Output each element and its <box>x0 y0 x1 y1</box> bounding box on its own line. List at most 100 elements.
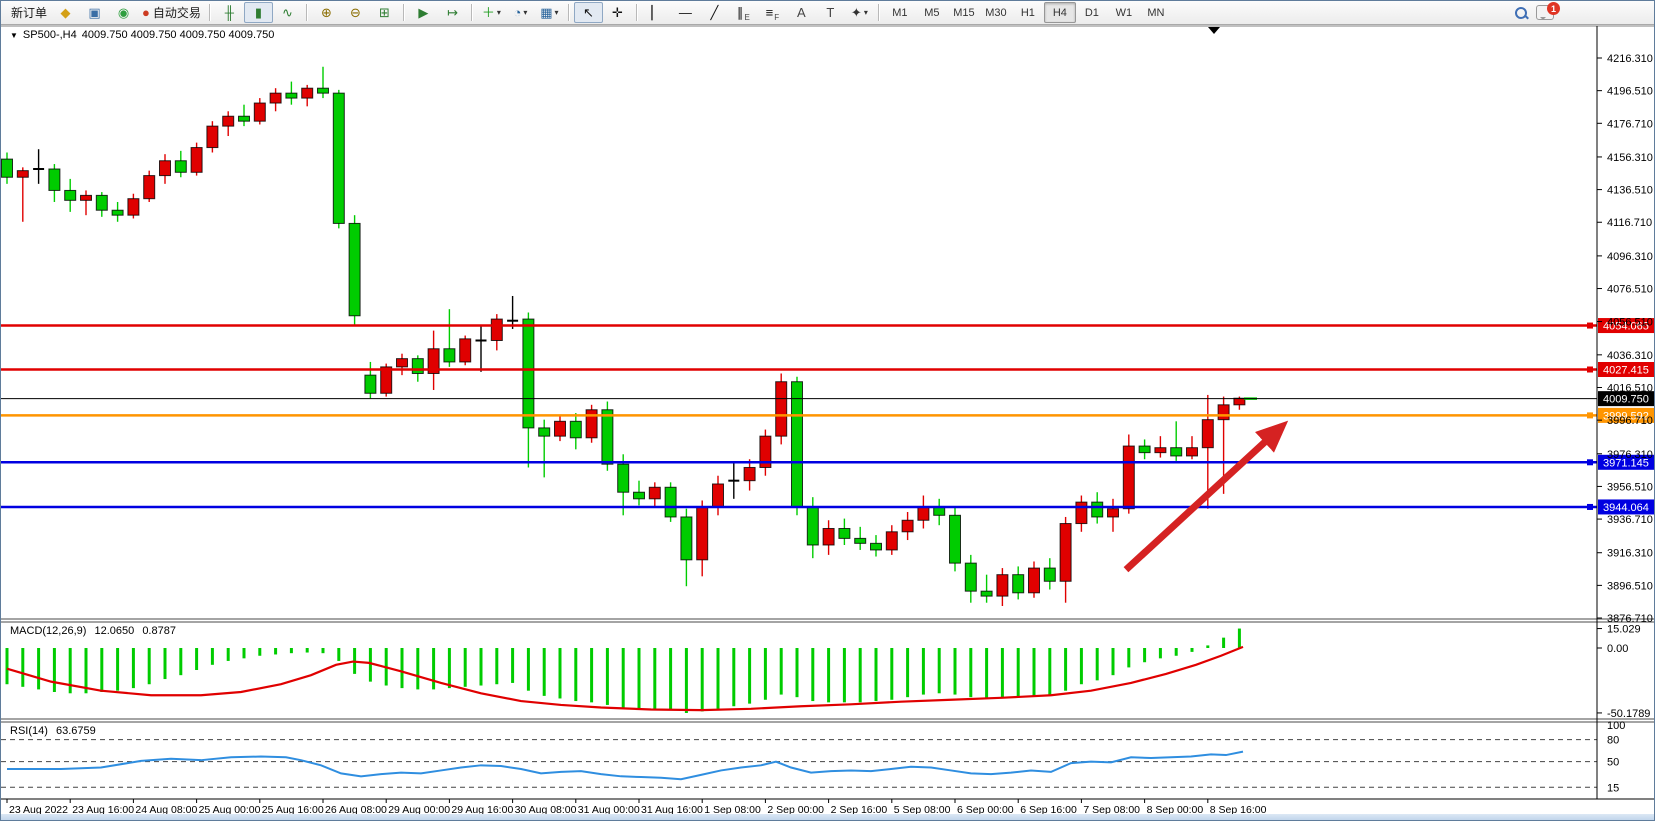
template-icon[interactable]: ▦ ▾ <box>540 5 559 20</box>
svg-text:4096.310: 4096.310 <box>1607 251 1653 263</box>
toolbar-separator <box>877 4 880 21</box>
macd-title: MACD(12,26,9) <box>10 625 87 637</box>
toolbar-separator <box>470 4 473 21</box>
timeframe-m30-button[interactable]: M30 <box>985 6 1007 19</box>
svg-text:50: 50 <box>1607 757 1619 769</box>
zoom-in-icon[interactable]: ⊕ <box>320 5 332 20</box>
text-icon[interactable]: A <box>797 5 806 20</box>
new-order-button[interactable]: 新订单 <box>11 6 48 20</box>
svg-text:29 Aug 00:00: 29 Aug 00:00 <box>388 804 450 816</box>
svg-text:3896.510: 3896.510 <box>1607 580 1653 592</box>
toolbar-separator <box>402 4 405 21</box>
arrows-icon[interactable]: ✦ ▾ <box>850 5 868 20</box>
new-chart-icon[interactable]: ＋ ▾ <box>481 5 501 20</box>
top-layer <box>1123 27 1289 573</box>
timeframe-m5-button[interactable]: M5 <box>924 6 940 19</box>
svg-text:8 Sep 16:00: 8 Sep 16:00 <box>1210 804 1267 816</box>
timeframe-h1-button[interactable]: H1 <box>1020 6 1035 19</box>
svg-text:3916.310: 3916.310 <box>1607 548 1653 560</box>
symbol-ohlc: 4009.750 4009.750 4009.750 4009.750 <box>81 29 275 41</box>
svg-text:6 Sep 16:00: 6 Sep 16:00 <box>1020 804 1077 816</box>
zoom-out-icon[interactable]: ⊖ <box>349 5 361 20</box>
macd-signal-value: 0.8787 <box>142 625 176 637</box>
svg-text:3976.310: 3976.310 <box>1607 449 1653 461</box>
svg-text:30 Aug 08:00: 30 Aug 08:00 <box>515 804 577 816</box>
chevron-down-icon: ▾ <box>554 8 559 17</box>
chart-shift-icon[interactable]: ↦ <box>446 5 458 20</box>
svg-text:3876.710: 3876.710 <box>1607 613 1653 625</box>
svg-text:8 Sep 00:00: 8 Sep 00:00 <box>1147 804 1204 816</box>
svg-text:7 Sep 08:00: 7 Sep 08:00 <box>1083 804 1140 816</box>
rsi-value: 63.6759 <box>55 725 96 737</box>
svg-text:4056.510: 4056.510 <box>1607 317 1653 329</box>
ind-layer <box>1 628 1597 788</box>
equidistant-channel-icon[interactable]: ∥ E <box>736 5 750 22</box>
svg-text:4054.065: 4054.065 <box>1603 321 1649 333</box>
market-watch-icon[interactable]: ▣ <box>88 5 101 20</box>
svg-text:4027.415: 4027.415 <box>1603 365 1649 377</box>
cursor-icon[interactable]: ↖ <box>573 2 603 23</box>
trend-arrow <box>1123 420 1289 573</box>
period-clock-icon[interactable]: ◔ ▾ <box>513 5 528 20</box>
svg-text:4136.510: 4136.510 <box>1607 185 1653 197</box>
rsi-label: RSI(14) 63.6759 <box>10 725 96 737</box>
axis-layer: 4216.310 4196.510 4176.710 4156.310 4136.510… <box>1 25 1654 816</box>
candlestick-chart-icon[interactable]: ▮ <box>243 2 273 23</box>
svg-text:31 Aug 00:00: 31 Aug 00:00 <box>578 804 640 816</box>
svg-text:15.029: 15.029 <box>1607 624 1641 636</box>
svg-text:4009.750: 4009.750 <box>1603 394 1649 406</box>
ticket-icon[interactable]: ◆ <box>60 5 71 20</box>
signals-icon[interactable]: ◉ <box>117 5 130 20</box>
timeframe-mn-button[interactable]: MN <box>1147 6 1165 19</box>
timeframe-w1-button[interactable]: W1 <box>1115 6 1133 19</box>
line-chart-icon[interactable]: ∿ <box>281 5 293 20</box>
svg-text:24 Aug 08:00: 24 Aug 08:00 <box>135 804 197 816</box>
svg-text:31 Aug 16:00: 31 Aug 16:00 <box>641 804 703 816</box>
svg-text:3936.710: 3936.710 <box>1607 514 1653 526</box>
tile-windows-icon[interactable]: ⊞ <box>378 5 390 20</box>
timeframe-m1-button[interactable]: M1 <box>892 6 908 19</box>
chart-shift-marker <box>1208 27 1220 34</box>
auto-trading-button[interactable]: ● 自动交易 <box>142 5 201 20</box>
svg-text:4156.310: 4156.310 <box>1607 152 1653 164</box>
collapse-chart-icon[interactable]: ▼ <box>10 30 18 40</box>
svg-text:29 Aug 16:00: 29 Aug 16:00 <box>451 804 513 816</box>
crosshair-icon[interactable]: ✛ <box>611 5 623 20</box>
svg-text:4176.710: 4176.710 <box>1607 118 1653 130</box>
svg-text:-50.1789: -50.1789 <box>1607 708 1650 720</box>
symbol-label[interactable]: ▼ SP500-,H4 4009.750 4009.750 4009.750 4… <box>10 29 274 41</box>
svg-text:2 Sep 00:00: 2 Sep 00:00 <box>767 804 824 816</box>
chevron-down-icon: ▾ <box>523 8 528 17</box>
chevron-down-icon: ▾ <box>863 8 868 17</box>
svg-text:4016.510: 4016.510 <box>1607 382 1653 394</box>
chart-window: 4054.065 4027.415 4009.750 3999.592 3971.145… <box>1 24 1655 821</box>
svg-text:3956.510: 3956.510 <box>1607 481 1653 493</box>
timeframe-m15-button[interactable]: M15 <box>953 6 975 19</box>
timeframe-d1-button[interactable]: D1 <box>1084 6 1099 19</box>
search-icon[interactable] <box>1514 6 1528 20</box>
svg-text:25 Aug 00:00: 25 Aug 00:00 <box>199 804 261 816</box>
bar-chart-icon[interactable]: ╫ <box>224 5 234 20</box>
trendline-icon[interactable]: ╱ <box>710 5 719 20</box>
macd-label: MACD(12,26,9) 12.0650 0.8787 <box>10 625 176 637</box>
text-label-icon[interactable]: T <box>826 5 835 20</box>
fibonacci-icon[interactable]: ≡ F <box>765 5 780 22</box>
svg-text:1 Sep 08:00: 1 Sep 08:00 <box>704 804 761 816</box>
svg-text:26 Aug 08:00: 26 Aug 08:00 <box>325 804 387 816</box>
chevron-down-icon: ▾ <box>496 8 501 17</box>
svg-text:5 Sep 08:00: 5 Sep 08:00 <box>894 804 951 816</box>
horizontal-line-icon[interactable]: ― <box>678 5 692 20</box>
timeframe-h4-button[interactable]: H4 <box>1043 2 1076 23</box>
rsi-title: RSI(14) <box>10 725 48 737</box>
svg-text:80: 80 <box>1607 735 1619 747</box>
auto-scroll-icon[interactable]: ▶ <box>418 5 429 20</box>
svg-text:3944.064: 3944.064 <box>1603 502 1649 514</box>
vertical-line-icon[interactable]: ▏ <box>651 5 662 20</box>
macd-value: 12.0650 <box>94 625 135 637</box>
toolbar-separator <box>208 4 211 21</box>
chat-icon[interactable]: 1 <box>1536 2 1560 20</box>
svg-text:4116.710: 4116.710 <box>1607 217 1652 229</box>
svg-text:6 Sep 00:00: 6 Sep 00:00 <box>957 804 1014 816</box>
chart-canvas[interactable]: 4054.065 4027.415 4009.750 3999.592 3971.145… <box>1 24 1655 821</box>
toolbar-separator <box>567 4 570 21</box>
